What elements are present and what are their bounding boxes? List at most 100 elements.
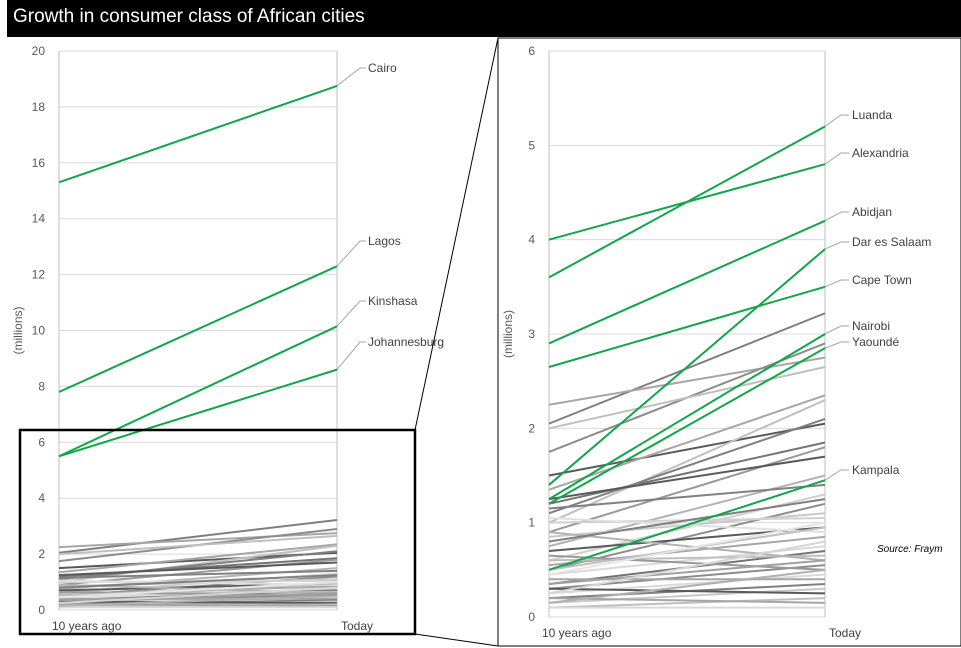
leader-line-alexandria <box>824 152 849 165</box>
zoom-x-tick-label: 10 years ago <box>542 626 612 640</box>
full-y-axis-label: (millions) <box>11 306 25 354</box>
series-line-nairobi <box>548 333 826 500</box>
full-x-tick-label: Today <box>341 619 373 633</box>
full-y-tick-label: 4 <box>38 491 45 505</box>
leader-line-johannesburg <box>336 341 366 370</box>
series-label-kampala: Kampala <box>852 463 900 477</box>
series-line-kampala <box>548 479 826 571</box>
series-line-alexandria <box>548 163 826 241</box>
series-line-yaound- <box>548 347 826 505</box>
series-line-kinshasa <box>58 325 338 458</box>
chart-title: Growth in consumer class of African citi… <box>13 6 365 27</box>
zoom-x-tick-label: Today <box>829 626 861 640</box>
zoom-other-city-line <box>548 394 826 491</box>
full-other-city-line <box>58 600 338 605</box>
zoom-y-tick-label: 5 <box>528 138 535 152</box>
series-label-alexandria: Alexandria <box>852 146 909 160</box>
full-y-tick-label: 10 <box>32 324 46 338</box>
zoom-y-tick-label: 1 <box>528 516 535 530</box>
zoom-other-city-line <box>548 312 826 425</box>
series-label-abidjan: Abidjan <box>852 205 892 219</box>
zoom-y-tick-label: 6 <box>528 44 535 58</box>
full-other-city-line <box>58 592 338 602</box>
full-y-tick-label: 18 <box>32 100 46 114</box>
leader-line-dar-es-salaam <box>824 241 849 250</box>
zoom-other-city-line <box>548 587 826 604</box>
series-line-lagos <box>58 265 338 393</box>
zoom-other-city-line <box>548 483 826 510</box>
leader-line-cairo <box>336 67 366 87</box>
full-y-tick-label: 20 <box>32 44 46 58</box>
full-other-city-line <box>58 543 338 574</box>
zoom-other-city-line <box>548 356 826 406</box>
series-line-cape-town <box>548 285 826 368</box>
zoom-other-city-line <box>548 422 826 477</box>
zoom-other-city-line <box>548 366 826 430</box>
leader-line-lagos <box>336 240 366 267</box>
series-label-luanda: Luanda <box>852 108 892 122</box>
leader-line-kampala <box>824 469 849 481</box>
zoom-other-city-line <box>548 540 826 595</box>
leader-line-yaound- <box>824 341 849 349</box>
zoom-y-tick-label: 0 <box>528 610 535 624</box>
full-other-city-line <box>58 532 338 549</box>
series-label-yaound-: Yaoundé <box>852 335 899 349</box>
zoom-other-city-line <box>548 597 826 609</box>
series-label-cairo: Cairo <box>368 61 397 75</box>
zoom-region-box <box>18 428 417 636</box>
full-other-city-line <box>58 574 338 589</box>
full-other-city-line <box>58 569 338 579</box>
leader-line-kinshasa <box>336 300 366 327</box>
series-line-cairo <box>58 84 338 184</box>
full-other-city-line <box>58 561 338 577</box>
zoom-other-city-line <box>548 531 826 562</box>
leader-line-abidjan <box>824 211 849 222</box>
full-y-tick-label: 0 <box>38 603 45 617</box>
full-x-tick-label: 10 years ago <box>52 619 122 633</box>
zoom-other-city-line <box>548 441 826 505</box>
full-other-city-line <box>58 595 338 607</box>
zoom-panel-frame <box>497 37 961 647</box>
zoom-other-city-line <box>548 587 826 595</box>
zoom-other-city-line <box>548 568 826 604</box>
zoom-other-city-line <box>548 554 826 571</box>
zoom-y-tick-label: 4 <box>528 233 535 247</box>
full-other-city-line <box>58 519 338 554</box>
zoom-other-city-line <box>548 498 826 543</box>
series-line-abidjan <box>548 219 826 345</box>
zoom-other-city-line <box>548 521 826 576</box>
zoom-other-city-line <box>548 597 826 604</box>
series-label-nairobi: Nairobi <box>852 319 890 333</box>
full-y-tick-label: 12 <box>32 268 46 282</box>
series-line-dar-es-salaam <box>548 248 826 486</box>
zoom-connector-top <box>414 37 499 431</box>
series-label-johannesburg: Johannesburg <box>368 335 444 349</box>
full-y-tick-label: 2 <box>38 547 45 561</box>
full-other-city-line <box>58 581 338 599</box>
full-other-city-line <box>58 534 338 556</box>
full-other-city-line <box>58 586 338 605</box>
zoom-y-tick-label: 2 <box>528 421 535 435</box>
zoom-other-city-line <box>548 455 826 501</box>
zoom-y-axis-label: (millions) <box>501 310 515 358</box>
series-label-lagos: Lagos <box>368 234 401 248</box>
zoom-connector-bottom <box>414 633 499 647</box>
zoom-other-city-line <box>548 399 826 524</box>
source-note: Source: Fraym <box>877 544 943 555</box>
zoom-other-city-line <box>548 559 826 585</box>
leader-line-cape-town <box>824 279 849 288</box>
full-y-tick-label: 8 <box>38 379 45 393</box>
series-line-johannesburg <box>58 368 338 458</box>
full-y-tick-label: 14 <box>32 212 46 226</box>
zoom-other-city-line <box>548 417 826 515</box>
zoom-y-tick-label: 3 <box>528 327 535 341</box>
full-other-city-line <box>58 550 338 581</box>
title-bar: Growth in consumer class of African citi… <box>7 0 961 37</box>
zoom-other-city-line <box>548 446 826 534</box>
full-y-tick-label: 6 <box>38 435 45 449</box>
series-label-dar-es-salaam: Dar es Salaam <box>852 235 931 249</box>
series-label-cape-town: Cape Town <box>852 273 912 287</box>
leader-line-nairobi <box>824 325 849 335</box>
leader-line-luanda <box>824 114 849 127</box>
